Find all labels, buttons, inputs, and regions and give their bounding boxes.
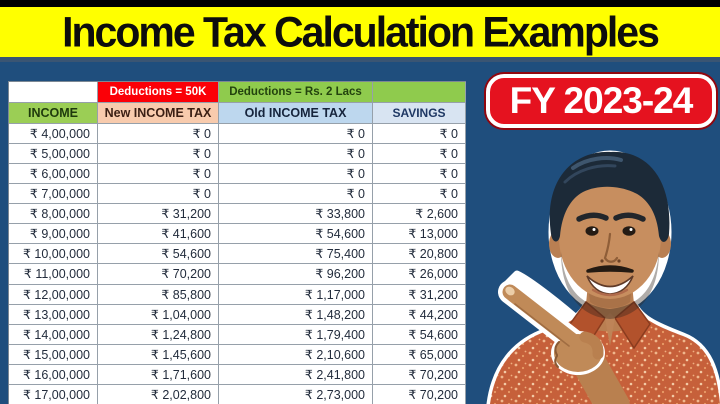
savings-cell: ₹ 54,600 <box>373 324 466 345</box>
table-row: ₹ 14,00,000 ₹ 1,24,800 ₹ 1,79,400 ₹ 54,600 <box>9 324 466 345</box>
savings-cell: ₹ 26,000 <box>373 264 466 285</box>
table-row: ₹ 17,00,000 ₹ 2,02,800 ₹ 2,73,000 ₹ 70,200 <box>9 384 466 404</box>
savings-cell: ₹ 44,200 <box>373 304 466 325</box>
new-tax-cell: ₹ 0 <box>98 124 219 145</box>
savings-cell: ₹ 65,000 <box>373 344 466 365</box>
column-header-row: INCOME New INCOME TAX Old INCOME TAX SAV… <box>9 103 466 124</box>
old-tax-cell: ₹ 0 <box>219 184 373 205</box>
income-cell: ₹ 10,00,000 <box>9 244 98 265</box>
income-cell: ₹ 16,00,000 <box>9 364 98 385</box>
new-tax-cell: ₹ 2,02,800 <box>98 384 219 404</box>
savings-cell: ₹ 0 <box>373 184 466 205</box>
income-cell: ₹ 12,00,000 <box>9 284 98 305</box>
title-band: Income Tax Calculation Examples <box>0 7 720 57</box>
income-cell: ₹ 4,00,000 <box>9 124 98 145</box>
table-row: ₹ 10,00,000 ₹ 54,600 ₹ 75,400 ₹ 20,800 <box>9 244 466 265</box>
income-cell: ₹ 5,00,000 <box>9 144 98 165</box>
income-cell: ₹ 9,00,000 <box>9 224 98 245</box>
new-tax-cell: ₹ 1,24,800 <box>98 324 219 345</box>
column-header-savings: SAVINGS <box>373 103 466 124</box>
old-tax-cell: ₹ 96,200 <box>219 264 373 285</box>
new-tax-cell: ₹ 54,600 <box>98 244 219 265</box>
savings-cell: ₹ 0 <box>373 144 466 165</box>
deductions-old-header: Deductions = Rs. 2 Lacs <box>219 82 373 103</box>
table-row: ₹ 4,00,000 ₹ 0 ₹ 0 ₹ 0 <box>9 124 466 145</box>
old-tax-cell: ₹ 0 <box>219 124 373 145</box>
new-tax-cell: ₹ 41,600 <box>98 224 219 245</box>
table-row: ₹ 12,00,000 ₹ 85,800 ₹ 1,17,000 ₹ 31,200 <box>9 284 466 305</box>
new-tax-cell: ₹ 0 <box>98 184 219 205</box>
table-row: ₹ 7,00,000 ₹ 0 ₹ 0 ₹ 0 <box>9 184 466 205</box>
savings-cell: ₹ 20,800 <box>373 244 466 265</box>
new-tax-cell: ₹ 1,04,000 <box>98 304 219 325</box>
income-cell: ₹ 15,00,000 <box>9 344 98 365</box>
new-tax-cell: ₹ 85,800 <box>98 284 219 305</box>
savings-cell: ₹ 2,600 <box>373 204 466 225</box>
income-cell: ₹ 17,00,000 <box>9 384 98 404</box>
income-cell: ₹ 11,00,000 <box>9 264 98 285</box>
table-row: ₹ 13,00,000 ₹ 1,04,000 ₹ 1,48,200 ₹ 44,200 <box>9 304 466 325</box>
new-tax-cell: ₹ 1,71,600 <box>98 364 219 385</box>
new-tax-cell: ₹ 1,45,600 <box>98 344 219 365</box>
title-divider <box>0 57 720 62</box>
old-tax-cell: ₹ 0 <box>219 164 373 185</box>
column-header-new-tax: New INCOME TAX <box>98 103 219 124</box>
presenter-photo <box>486 150 720 404</box>
column-header-income: INCOME <box>9 103 98 124</box>
column-header-old-tax: Old INCOME TAX <box>219 103 373 124</box>
page-title: Income Tax Calculation Examples <box>62 7 660 56</box>
deductions-new-header: Deductions = 50K <box>98 82 219 103</box>
top-black-bar <box>0 0 720 7</box>
table-row: ₹ 16,00,000 ₹ 1,71,600 ₹ 2,41,800 ₹ 70,200 <box>9 364 466 385</box>
old-tax-cell: ₹ 2,41,800 <box>219 364 373 385</box>
income-cell: ₹ 6,00,000 <box>9 164 98 185</box>
fiscal-year-label: FY 2023-24 <box>509 80 694 121</box>
new-tax-cell: ₹ 31,200 <box>98 204 219 225</box>
savings-cell: ₹ 31,200 <box>373 284 466 305</box>
new-tax-cell: ₹ 70,200 <box>98 264 219 285</box>
spacer-cell-green <box>373 82 466 103</box>
table-row: ₹ 6,00,000 ₹ 0 ₹ 0 ₹ 0 <box>9 164 466 185</box>
income-cell: ₹ 7,00,000 <box>9 184 98 205</box>
old-tax-cell: ₹ 1,48,200 <box>219 304 373 325</box>
income-cell: ₹ 8,00,000 <box>9 204 98 225</box>
new-tax-cell: ₹ 0 <box>98 144 219 165</box>
savings-cell: ₹ 70,200 <box>373 364 466 385</box>
new-tax-cell: ₹ 0 <box>98 164 219 185</box>
savings-cell: ₹ 0 <box>373 124 466 145</box>
table-row: ₹ 11,00,000 ₹ 70,200 ₹ 96,200 ₹ 26,000 <box>9 264 466 285</box>
tax-table: Deductions = 50K Deductions = Rs. 2 Lacs… <box>8 81 466 404</box>
old-tax-cell: ₹ 2,73,000 <box>219 384 373 404</box>
savings-cell: ₹ 13,000 <box>373 224 466 245</box>
fiscal-year-badge: FY 2023-24 <box>486 74 716 128</box>
old-tax-cell: ₹ 0 <box>219 144 373 165</box>
savings-cell: ₹ 70,200 <box>373 384 466 404</box>
deductions-header-row: Deductions = 50K Deductions = Rs. 2 Lacs <box>9 82 466 103</box>
savings-cell: ₹ 0 <box>373 164 466 185</box>
old-tax-cell: ₹ 54,600 <box>219 224 373 245</box>
table-row: ₹ 15,00,000 ₹ 1,45,600 ₹ 2,10,600 ₹ 65,000 <box>9 344 466 365</box>
income-cell: ₹ 14,00,000 <box>9 324 98 345</box>
old-tax-cell: ₹ 1,17,000 <box>219 284 373 305</box>
table-body: ₹ 4,00,000 ₹ 0 ₹ 0 ₹ 0 ₹ 5,00,000 ₹ 0 ₹ 0 ₹ 0 ₹ … <box>9 124 466 404</box>
spacer-cell <box>9 82 98 103</box>
table-row: ₹ 5,00,000 ₹ 0 ₹ 0 ₹ 0 <box>9 144 466 165</box>
old-tax-cell: ₹ 33,800 <box>219 204 373 225</box>
table-row: ₹ 8,00,000 ₹ 31,200 ₹ 33,800 ₹ 2,600 <box>9 204 466 225</box>
income-cell: ₹ 13,00,000 <box>9 304 98 325</box>
table-row: ₹ 9,00,000 ₹ 41,600 ₹ 54,600 ₹ 13,000 <box>9 224 466 245</box>
old-tax-cell: ₹ 1,79,400 <box>219 324 373 345</box>
old-tax-cell: ₹ 75,400 <box>219 244 373 265</box>
old-tax-cell: ₹ 2,10,600 <box>219 344 373 365</box>
